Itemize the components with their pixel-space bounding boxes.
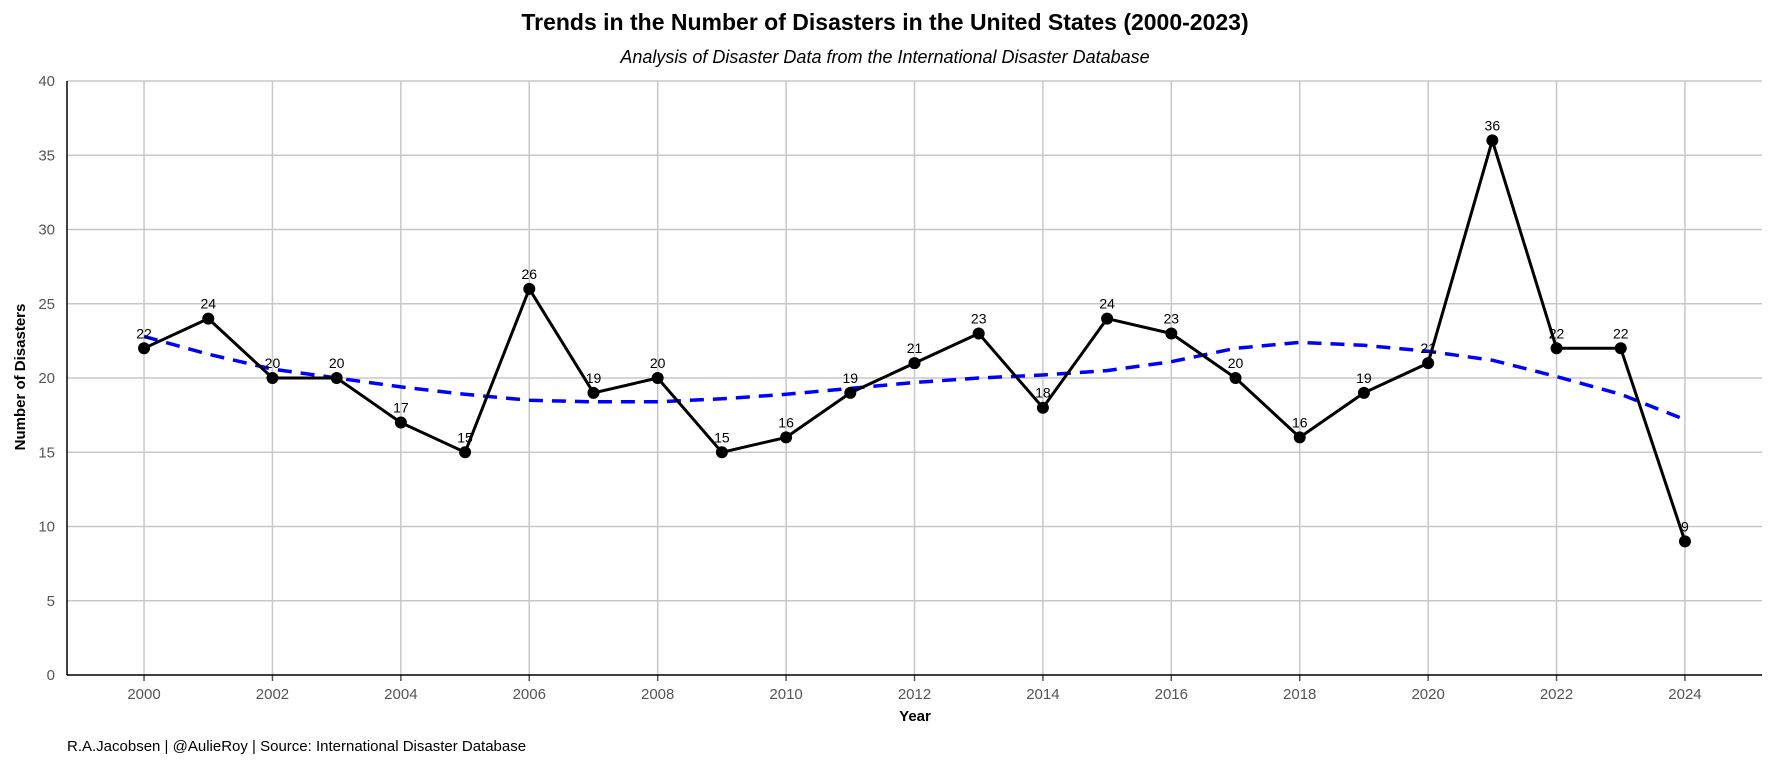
data-point-2019 (1357, 386, 1370, 399)
data-point-2016 (1165, 327, 1178, 340)
data-label-2013: 23 (971, 310, 987, 326)
data-label-2004: 17 (393, 400, 409, 416)
y-tick-label: 5 (47, 593, 55, 610)
data-label-2007: 19 (586, 370, 602, 386)
x-tick-label: 2002 (256, 686, 289, 703)
data-point-2022 (1550, 342, 1563, 355)
y-tick-label: 0 (47, 667, 55, 684)
data-point-2000 (138, 342, 151, 355)
data-label-2017: 20 (1228, 355, 1244, 371)
data-point-2009 (715, 446, 728, 459)
data-point-2021 (1486, 134, 1499, 147)
x-tick-label: 2024 (1668, 686, 1701, 703)
data-label-2010: 16 (778, 414, 794, 430)
data-label-2009: 15 (714, 429, 730, 445)
data-point-2007 (587, 386, 600, 399)
x-tick-label: 2018 (1283, 686, 1316, 703)
x-axis-title: Year (899, 708, 931, 725)
x-tick-label: 2004 (384, 686, 417, 703)
data-label-2020: 21 (1420, 340, 1436, 356)
y-tick-label: 20 (38, 370, 55, 387)
x-tick-label: 2016 (1155, 686, 1188, 703)
data-label-2023: 22 (1613, 325, 1629, 341)
data-label-2021: 36 (1485, 117, 1501, 133)
trend-line (143, 334, 1686, 422)
data-point-2005 (459, 446, 472, 459)
y-tick-labels: 0 5 10 15 20 25 30 35 40 (38, 73, 55, 684)
data-label-2002: 20 (265, 355, 281, 371)
data-label-2015: 24 (1099, 296, 1115, 312)
data-point-2023 (1614, 342, 1627, 355)
x-tick-label: 2006 (513, 686, 546, 703)
data-label-2018: 16 (1292, 414, 1308, 430)
data-label-2003: 20 (329, 355, 345, 371)
data-label-2014: 18 (1035, 385, 1051, 401)
data-label-2008: 20 (650, 355, 666, 371)
chart-subtitle: Analysis of Disaster Data from the Inter… (619, 47, 1149, 67)
data-label-2011: 19 (843, 370, 859, 386)
data-labels: 22 24 20 20 17 15 26 19 20 15 16 19 21 23 18 24 23 20 16 19… (136, 117, 1689, 534)
y-tick-label: 25 (38, 296, 55, 313)
data-point-2015 (1101, 312, 1114, 325)
data-point-2006 (523, 282, 536, 295)
data-point-2001 (202, 312, 215, 325)
data-point-2018 (1293, 431, 1306, 444)
x-tick-label: 2000 (127, 686, 160, 703)
data-label-2005: 15 (457, 429, 473, 445)
data-point-2003 (330, 372, 343, 384)
data-point-2014 (1036, 401, 1049, 414)
data-label-2001: 24 (200, 296, 216, 312)
data-point-2010 (780, 431, 793, 444)
y-tick-label: 10 (38, 519, 55, 536)
data-label-2019: 19 (1356, 370, 1372, 386)
x-tick-label: 2008 (641, 686, 674, 703)
x-tick-label: 2012 (898, 686, 931, 703)
data-point-2008 (651, 372, 664, 384)
data-point-2011 (844, 386, 857, 399)
chart-caption: R.A.Jacobsen | @AulieRoy | Source: Inter… (67, 738, 526, 755)
x-tick-label: 2010 (769, 686, 802, 703)
data-label-2016: 23 (1164, 310, 1180, 326)
disasters-series (138, 134, 1691, 548)
y-tick-label: 35 (38, 147, 55, 164)
data-label-2012: 21 (907, 340, 923, 356)
data-label-2000: 22 (136, 325, 152, 341)
data-point-2017 (1229, 372, 1242, 384)
data-label-2024: 9 (1681, 518, 1689, 534)
data-label-2006: 26 (521, 266, 537, 282)
data-label-2022: 22 (1549, 325, 1565, 341)
x-tick-label: 2014 (1026, 686, 1059, 703)
axes (66, 81, 1762, 681)
data-point-2002 (266, 372, 279, 384)
x-tick-labels: 2000 2002 2004 2006 2008 2010 2012 2014 2016 2018… (127, 686, 1701, 703)
data-point-2013 (972, 327, 985, 340)
x-tick-label: 2022 (1540, 686, 1573, 703)
data-point-2004 (394, 416, 407, 429)
y-tick-label: 40 (38, 73, 55, 90)
data-point-2020 (1422, 357, 1435, 370)
chart-title: Trends in the Number of Disasters in the… (521, 9, 1248, 35)
trend-series (143, 334, 1686, 422)
data-point-2012 (908, 357, 921, 370)
y-tick-label: 30 (38, 222, 55, 239)
data-point-2024 (1678, 535, 1691, 548)
y-axis-title: Number of Disasters (12, 304, 29, 451)
x-tick-label: 2020 (1411, 686, 1444, 703)
y-tick-label: 15 (38, 444, 55, 461)
